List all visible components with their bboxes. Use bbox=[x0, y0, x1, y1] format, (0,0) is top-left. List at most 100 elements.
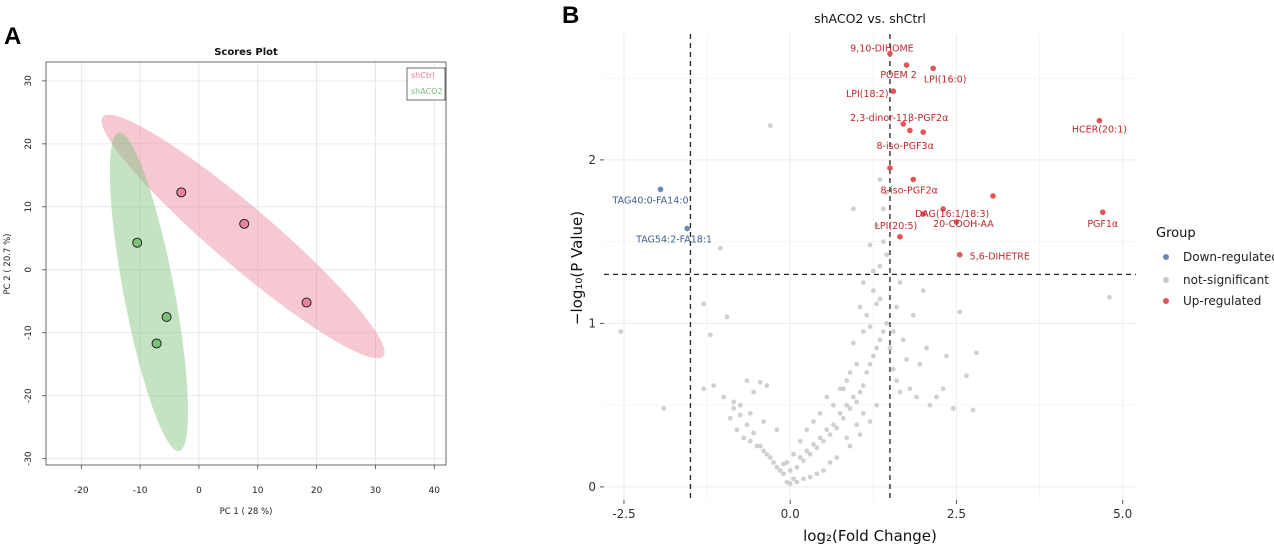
legend-title: Group bbox=[1156, 226, 1196, 241]
ns-point bbox=[747, 410, 753, 416]
down-point bbox=[657, 186, 664, 193]
scores-plot-y-ticks: -30 -20 -10 0 10 20 30 bbox=[24, 75, 46, 466]
ns-point bbox=[867, 361, 873, 367]
volcano-plot-x-label: log₂(Fold Change) bbox=[803, 527, 937, 545]
ns-point bbox=[744, 422, 750, 428]
up-point bbox=[903, 62, 910, 68]
ns-point bbox=[860, 280, 866, 285]
ns-point bbox=[837, 386, 843, 392]
ns-point bbox=[804, 427, 810, 433]
ns-point bbox=[701, 386, 707, 392]
point-label: 8-iso-PGF2α bbox=[881, 186, 938, 197]
ns-point bbox=[870, 353, 876, 359]
ns-point bbox=[867, 242, 873, 248]
x-tick-label: 30 bbox=[370, 486, 382, 496]
ns-point bbox=[854, 399, 860, 405]
ns-point bbox=[807, 451, 813, 457]
up-point bbox=[910, 176, 917, 183]
ns-point bbox=[841, 386, 846, 392]
scores-plot-x-ticks: -20 -10 0 10 20 30 40 bbox=[74, 465, 440, 496]
ns-point bbox=[824, 394, 830, 400]
scores-plot: Scores Plot -20 -10 0 10 20 30 40 -30 -20 -10 0 10… bbox=[3, 47, 447, 517]
up-point bbox=[887, 50, 893, 57]
x-tick-label: 20 bbox=[311, 486, 323, 496]
ns-point bbox=[917, 361, 923, 367]
y-tick-label: 1 bbox=[588, 316, 596, 330]
up-point bbox=[1096, 117, 1103, 124]
ns-point bbox=[907, 386, 913, 392]
panel-a-label: A bbox=[4, 23, 21, 50]
point-shctrl-1 bbox=[176, 187, 187, 198]
point-label: 2,3-dinor-11β-PGF2α bbox=[850, 113, 948, 124]
ns-point bbox=[844, 435, 850, 441]
ns-point bbox=[737, 412, 743, 418]
ns-point bbox=[920, 288, 926, 294]
scores-plot-grid bbox=[46, 62, 446, 465]
y-tick-label: -20 bbox=[24, 388, 34, 403]
up-point bbox=[1099, 209, 1106, 216]
ns-point bbox=[847, 443, 853, 449]
ns-point bbox=[787, 468, 793, 473]
up-point bbox=[956, 251, 963, 258]
ns-point bbox=[927, 402, 933, 408]
ns-point bbox=[894, 304, 899, 310]
ns-point bbox=[957, 309, 963, 315]
ns-point bbox=[724, 314, 730, 320]
ns-point bbox=[890, 329, 896, 334]
ns-point bbox=[860, 383, 866, 388]
volcano-plot-sig-points bbox=[657, 50, 1106, 258]
ns-point bbox=[817, 435, 823, 441]
ns-point bbox=[964, 373, 969, 379]
ns-point bbox=[784, 459, 790, 465]
legend-up-regulated: Up-regulated bbox=[1183, 294, 1261, 308]
ns-point bbox=[797, 438, 803, 444]
y-tick-label: 0 bbox=[588, 480, 596, 494]
up-point bbox=[900, 121, 907, 127]
ns-point bbox=[880, 206, 886, 212]
legend-not-significant: not-significant bbox=[1183, 273, 1269, 287]
up-point bbox=[953, 219, 960, 225]
ns-point bbox=[821, 438, 826, 444]
ns-point bbox=[744, 378, 750, 384]
ns-point bbox=[791, 476, 796, 482]
ns-point bbox=[831, 422, 836, 428]
ns-point bbox=[874, 402, 880, 408]
y-tick-label: 20 bbox=[24, 138, 34, 150]
ns-point bbox=[860, 410, 866, 416]
ellipse-shaco2 bbox=[109, 132, 189, 451]
ns-point bbox=[874, 301, 880, 307]
point-label: TAG40:0-FA14:0 bbox=[612, 195, 689, 206]
ns-point bbox=[857, 389, 863, 395]
point-label: LPI(18:2) bbox=[846, 89, 889, 100]
ns-point bbox=[841, 415, 846, 421]
legend-down-regulated: Down-regulated bbox=[1183, 250, 1274, 264]
ns-point bbox=[834, 455, 840, 460]
volcano-plot-ns-points bbox=[618, 123, 1112, 487]
scores-plot-points bbox=[132, 187, 312, 349]
down-point bbox=[684, 225, 690, 232]
ns-point bbox=[811, 442, 816, 447]
ns-point bbox=[904, 356, 909, 362]
ns-point bbox=[864, 312, 870, 318]
point-label: 5,6-DIHETRE bbox=[970, 252, 1030, 263]
point-shctrl-2 bbox=[239, 218, 250, 229]
volcano-plot-y-ticks: 0 1 2 bbox=[588, 153, 604, 494]
up-point bbox=[920, 129, 926, 135]
x-tick-label: 0 bbox=[196, 486, 202, 496]
ns-point bbox=[974, 350, 979, 356]
up-point bbox=[930, 65, 936, 72]
ellipse-shctrl bbox=[101, 114, 385, 359]
volcano-plot-legend: Group Down-regulated not-significant Up-… bbox=[1156, 226, 1274, 308]
x-tick-label: -10 bbox=[133, 486, 148, 496]
ns-point bbox=[708, 332, 713, 338]
ns-point bbox=[900, 337, 906, 343]
ns-point bbox=[944, 353, 949, 359]
ns-point bbox=[877, 337, 883, 343]
scores-plot-y-label: PC 2 ( 20.7 %) bbox=[3, 234, 13, 295]
x-tick-label: -2.5 bbox=[612, 507, 635, 521]
ns-point bbox=[880, 329, 886, 334]
up-point bbox=[897, 233, 903, 240]
ns-point bbox=[874, 345, 880, 351]
ns-point bbox=[787, 481, 793, 487]
